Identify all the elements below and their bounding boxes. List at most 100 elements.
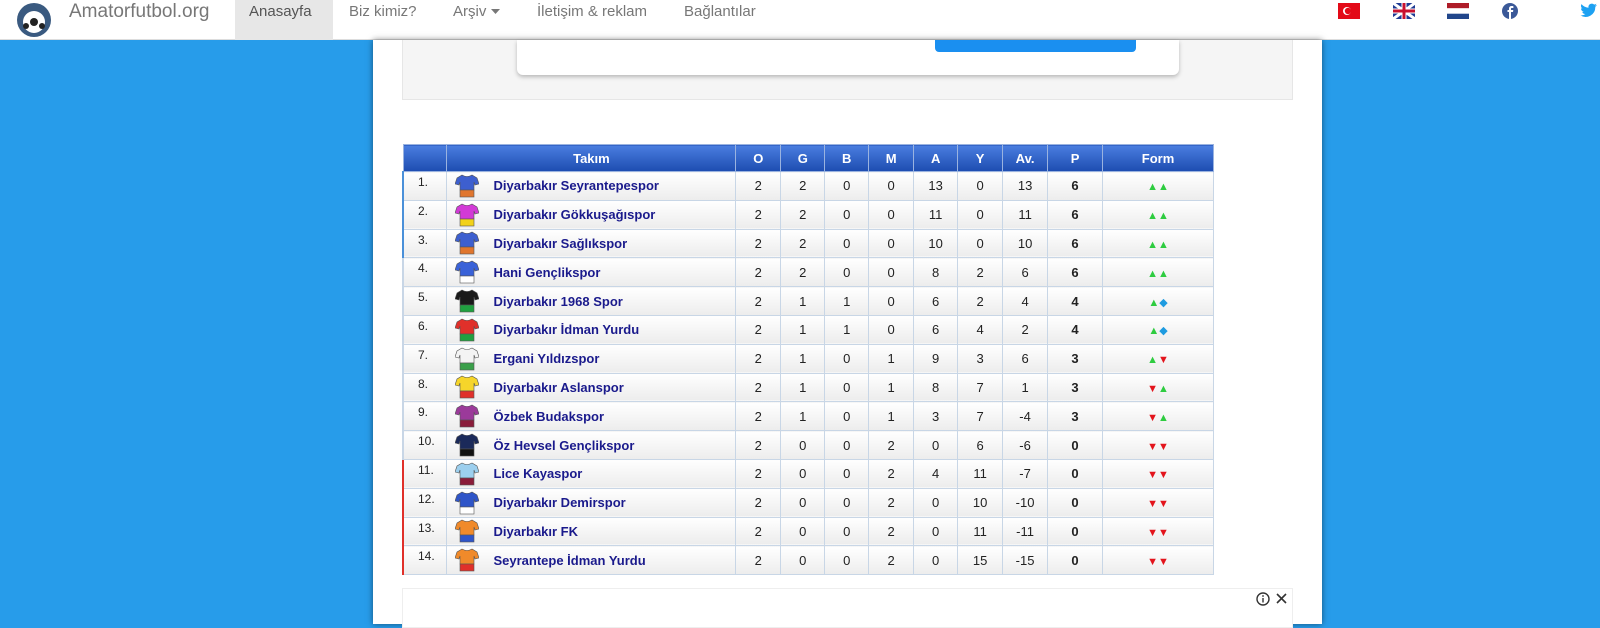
jersey-icon: [455, 203, 480, 226]
stat-cell: 2: [780, 171, 826, 201]
stat-cell: -6: [1002, 430, 1049, 460]
stat-cell: 0: [1047, 487, 1104, 518]
team-cell: Diyarbakır 1968 Spor: [446, 286, 737, 316]
team-link[interactable]: Lice Kayaspor: [493, 466, 583, 482]
rank-cell: 2.: [402, 199, 448, 230]
team-link[interactable]: Öz Hevsel Gençlikspor: [493, 437, 635, 453]
nav-item[interactable]: İletişim & reklam: [537, 3, 648, 20]
stat-cell: 6: [1002, 343, 1049, 374]
stat-cell: 1: [868, 343, 915, 374]
ad-info-icon[interactable]: [1256, 592, 1270, 606]
logo[interactable]: [16, 2, 52, 38]
form-cell: ▼▼: [1102, 430, 1214, 460]
stat-cell: 0: [824, 199, 870, 230]
header-cell: O: [735, 144, 782, 172]
stat-cell: 4: [1002, 286, 1049, 316]
stat-cell: 1: [780, 314, 826, 345]
team-link[interactable]: Diyarbakır Gökkuşağıspor: [493, 207, 656, 223]
form-cell: ▲▲: [1102, 171, 1214, 201]
team-link[interactable]: Hani Gençlikspor: [493, 264, 601, 280]
stat-cell: 2: [735, 487, 782, 518]
stat-cell: 3: [1047, 401, 1104, 432]
stat-cell: 2: [735, 545, 782, 576]
team-link[interactable]: Diyarbakır Demirspor: [493, 495, 626, 511]
team-link[interactable]: Diyarbakır FK: [493, 523, 579, 539]
form-cell: ▼▼: [1102, 458, 1214, 489]
ad-card: [517, 40, 1179, 75]
nav-item[interactable]: Biz kimiz?: [349, 3, 417, 20]
stat-cell: 10: [957, 487, 1004, 518]
stat-cell: 2: [868, 545, 915, 576]
team-link[interactable]: Diyarbakır 1968 Spor: [493, 293, 623, 309]
stat-cell: 6: [913, 314, 959, 345]
jersey-icon: [455, 520, 480, 543]
team-link[interactable]: Özbek Budakspor: [493, 408, 605, 424]
ad-close-icon[interactable]: [1275, 592, 1288, 605]
stat-cell: -15: [1002, 545, 1049, 576]
stat-cell: 2: [735, 199, 782, 230]
team-link[interactable]: Diyarbakır Sağlıkspor: [493, 235, 628, 251]
team-cell: Öz Hevsel Gençlikspor: [446, 430, 737, 460]
form-cell: ▲◆: [1102, 314, 1214, 345]
stat-cell: 2: [735, 286, 782, 316]
stat-cell: 0: [824, 343, 870, 374]
twitter-icon[interactable]: [1580, 3, 1598, 18]
nav-item[interactable]: Arşiv: [453, 3, 487, 20]
stat-cell: 13: [1002, 171, 1049, 201]
header-cell: Y: [957, 144, 1004, 172]
flag-tr[interactable]: [1338, 3, 1360, 19]
team-link[interactable]: Diyarbakır Aslanspor: [493, 379, 624, 395]
stat-cell: 11: [957, 516, 1004, 547]
facebook-icon[interactable]: [1502, 3, 1518, 19]
jersey-icon: [455, 548, 480, 572]
team-link[interactable]: Diyarbakır İdman Yurdu: [493, 322, 640, 338]
stat-cell: 8: [913, 372, 959, 403]
stat-cell: 0: [868, 286, 915, 316]
stat-cell: 1: [824, 314, 870, 345]
table-row: 14. Seyrantepe İdman Yurdu 2 0 0 2 0 15 -15 0 ▼▼: [402, 545, 1214, 576]
stat-cell: 0: [868, 228, 915, 259]
rank-cell: 11.: [402, 458, 448, 489]
stat-cell: 1: [868, 401, 915, 432]
stat-cell: 4: [1047, 314, 1104, 345]
nav-item[interactable]: Anasayfa: [235, 0, 333, 40]
ad-button[interactable]: [935, 40, 1136, 52]
table-row: 6. Diyarbakır İdman Yurdu 2 1 1 0 6 4 2 4 ▲◆: [402, 314, 1214, 345]
stat-cell: 13: [913, 171, 959, 201]
rank-cell: 9.: [402, 401, 448, 432]
nav-item[interactable]: Bağlantılar: [684, 3, 756, 20]
stat-cell: 2: [780, 228, 826, 259]
stat-cell: 2: [868, 516, 915, 547]
stat-cell: 2: [735, 257, 782, 288]
stat-cell: 0: [824, 171, 870, 201]
stat-cell: 0: [780, 430, 826, 460]
stat-cell: 2: [735, 372, 782, 403]
form-cell: ▼▼: [1102, 487, 1214, 518]
brand[interactable]: Amatorfutbol.org: [69, 1, 210, 22]
jersey-icon: [455, 260, 480, 284]
team-link[interactable]: Ergani Yıldızspor: [493, 351, 600, 367]
team-link[interactable]: Seyrantepe İdman Yurdu: [493, 552, 646, 568]
stat-cell: 0: [1047, 545, 1104, 576]
team-cell: Lice Kayaspor: [446, 458, 737, 489]
form-cell: ▼▼: [1102, 545, 1214, 576]
stat-cell: 2: [957, 257, 1004, 288]
stat-cell: 2: [735, 343, 782, 374]
stat-cell: 0: [780, 516, 826, 547]
table-row: 13. Diyarbakır FK 2 0 0 2 0 11 -11 0 ▼▼: [402, 516, 1214, 547]
stat-cell: 6: [1047, 257, 1104, 288]
stat-cell: 0: [913, 545, 959, 576]
flag-nl[interactable]: [1447, 3, 1469, 19]
header-row: Takım O G B M A Y Av. P Form: [402, 144, 1214, 172]
team-link[interactable]: Diyarbakır Seyrantepespor: [493, 178, 659, 194]
team-cell: Diyarbakır Seyrantepespor: [446, 171, 737, 201]
stat-cell: 2: [735, 314, 782, 345]
form-cell: ▲▲: [1102, 257, 1214, 288]
jersey-icon: [455, 462, 480, 486]
team-cell: Diyarbakır Aslanspor: [446, 372, 737, 403]
stat-cell: 10: [913, 228, 959, 259]
flag-uk[interactable]: [1393, 3, 1415, 19]
stat-cell: 3: [1047, 372, 1104, 403]
form-cell: ▼▲: [1102, 401, 1214, 432]
team-cell: Diyarbakır Demirspor: [446, 487, 737, 518]
